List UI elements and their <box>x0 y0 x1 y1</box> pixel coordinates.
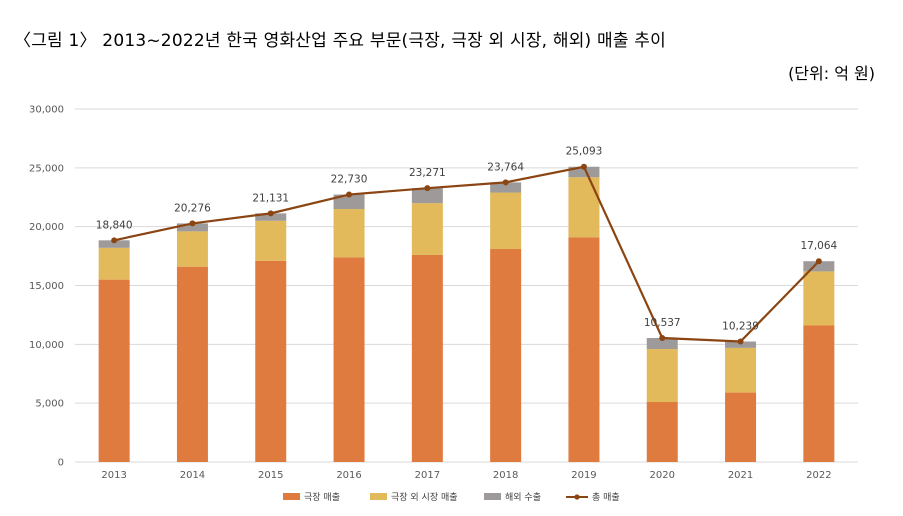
y-tick-label: 25,000 <box>29 163 64 174</box>
x-axis: 2013 2014 2015 2016 2017 2018 2019 2020 2021 2022 <box>101 470 831 481</box>
total-point <box>580 163 587 170</box>
bar-theater <box>568 237 600 462</box>
x-tick-label: 2014 <box>180 470 205 481</box>
total-point <box>737 338 744 345</box>
data-label: 10,239 <box>722 321 759 333</box>
total-point <box>111 237 118 244</box>
y-tick-label: 0 <box>58 458 64 469</box>
legend-label: 극장 외 시장 매출 <box>391 491 458 503</box>
bar-overseas <box>490 182 522 193</box>
data-labels: 18,840 20,276 21,131 22,730 23,271 23,764 25,0… <box>96 146 838 333</box>
total-point <box>424 185 431 192</box>
legend-swatch <box>370 493 387 500</box>
legend-swatch <box>574 494 580 500</box>
bar-theater <box>725 392 757 462</box>
bar-overseas <box>176 223 208 232</box>
bar-overseas <box>333 194 365 210</box>
bar-overseas <box>725 341 757 348</box>
total-point <box>267 210 274 217</box>
x-tick-label: 2018 <box>493 470 518 481</box>
legend-label: 극장 매출 <box>304 492 340 503</box>
x-tick-label: 2022 <box>806 470 831 481</box>
y-tick-label: 15,000 <box>29 281 64 292</box>
legend-label: 해외 수출 <box>505 491 541 503</box>
total-point <box>815 258 822 265</box>
bar-non-theater <box>803 271 835 326</box>
x-tick-label: 2017 <box>415 470 440 481</box>
y-tick-label: 30,000 <box>29 105 64 116</box>
x-tick-label: 2016 <box>336 470 361 481</box>
legend: 극장 매출 극장 외 시장 매출 해외 수출 총 매출 <box>283 491 620 503</box>
y-tick-label: 10,000 <box>29 340 64 351</box>
bar-non-theater <box>333 209 365 258</box>
bars <box>98 166 835 462</box>
x-tick-label: 2015 <box>258 470 283 481</box>
total-point <box>659 335 666 342</box>
total-point <box>502 179 509 186</box>
bar-non-theater <box>98 247 130 280</box>
bar-overseas <box>803 261 835 272</box>
total-line <box>111 163 822 345</box>
bar-non-theater <box>725 347 757 393</box>
bar-theater <box>490 249 522 462</box>
x-tick-label: 2019 <box>571 470 596 481</box>
bar-theater <box>255 260 287 462</box>
figure-title: 〈그림 1〉 2013~2022년 한국 영화산업 주요 부문(극장, 극장 외… <box>14 31 666 51</box>
bar-non-theater <box>176 231 208 267</box>
legend-label: 총 매출 <box>592 492 620 503</box>
data-label: 23,271 <box>409 167 446 179</box>
bar-non-theater <box>568 177 600 238</box>
bar-theater <box>98 279 130 462</box>
data-label: 22,730 <box>331 174 368 186</box>
bar-non-theater <box>255 220 287 261</box>
bar-non-theater <box>490 192 522 250</box>
bar-overseas <box>98 240 130 248</box>
bar-theater <box>176 266 208 462</box>
unit-label: (단위: 억 원) <box>788 64 875 83</box>
bar-overseas <box>568 166 600 178</box>
y-tick-label: 5,000 <box>35 399 64 410</box>
bar-non-theater <box>411 203 443 255</box>
data-label: 18,840 <box>96 219 133 231</box>
x-tick-label: 2013 <box>101 470 126 481</box>
legend-swatch <box>484 493 501 500</box>
data-label: 25,093 <box>566 146 603 158</box>
x-tick-label: 2020 <box>650 470 675 481</box>
y-axis: 0 5,000 10,000 15,000 20,000 25,000 30,000 <box>29 105 64 469</box>
bar-theater <box>646 401 678 462</box>
bar-theater <box>333 257 365 462</box>
bar-overseas <box>646 338 678 350</box>
data-label: 21,131 <box>252 192 289 204</box>
y-tick-label: 20,000 <box>29 222 64 233</box>
total-point <box>189 220 196 227</box>
bar-theater <box>803 325 835 462</box>
data-label: 23,764 <box>487 161 524 173</box>
data-label: 20,276 <box>174 202 211 214</box>
data-label: 10,537 <box>644 317 681 329</box>
bar-non-theater <box>646 349 678 402</box>
legend-swatch <box>283 493 300 500</box>
bar-overseas <box>255 213 287 221</box>
x-tick-label: 2021 <box>728 470 753 481</box>
bar-theater <box>411 254 443 462</box>
total-point <box>346 191 353 198</box>
data-label: 17,064 <box>800 240 837 252</box>
bar-overseas <box>411 188 443 204</box>
total-line-path <box>113 165 820 343</box>
